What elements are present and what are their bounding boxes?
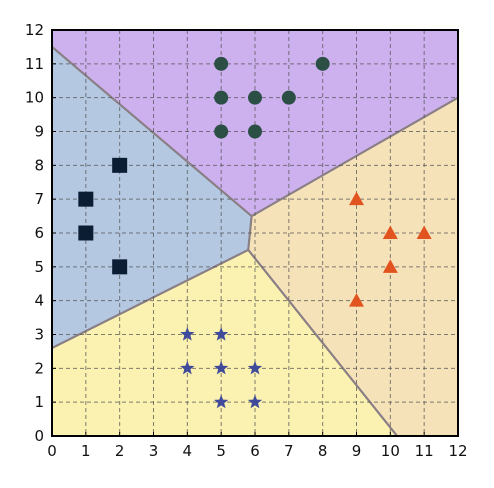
star-point: [180, 327, 195, 341]
x-tick-label: 10: [381, 442, 400, 460]
square-point: [78, 225, 94, 241]
x-tick-label: 2: [115, 442, 125, 460]
square-point: [78, 191, 94, 207]
x-tick-label: 12: [448, 442, 467, 460]
triangle-point: [349, 293, 364, 307]
star-point: [214, 394, 229, 409]
star-point: [214, 360, 229, 375]
y-tick-label: 5: [34, 258, 44, 276]
x-axis-ticks: 0 1 2 3 4 5 6 7 8 9 10 11 12: [47, 432, 468, 460]
region-star: [52, 249, 398, 436]
y-tick-label: 6: [34, 224, 44, 242]
x-tick-label: 8: [318, 442, 328, 460]
x-tick-label: 7: [284, 442, 294, 460]
data-points: [78, 56, 432, 409]
x-tick-label: 0: [47, 442, 57, 460]
y-tick-label: 4: [34, 292, 44, 310]
triangle-point: [382, 225, 398, 239]
circle-point: [214, 56, 229, 71]
y-tick-label: 7: [34, 190, 44, 208]
triangle-point: [416, 225, 432, 239]
square-point: [112, 157, 128, 173]
y-tick-label: 9: [34, 123, 44, 141]
circle-point: [315, 56, 330, 71]
circle-point: [214, 90, 229, 105]
x-tick-label: 1: [81, 442, 91, 460]
triangle-point: [382, 259, 398, 273]
square-point: [112, 259, 128, 275]
triangle-point: [349, 191, 364, 206]
x-tick-label: 4: [183, 442, 193, 460]
x-tick-label: 11: [415, 442, 434, 460]
x-tick-label: 9: [352, 442, 362, 460]
y-tick-label: 11: [25, 55, 44, 73]
circle-point: [248, 124, 262, 139]
x-tick-label: 5: [216, 442, 226, 460]
y-tick-label: 0: [34, 427, 44, 445]
y-tick-label: 10: [25, 89, 44, 107]
circle-point: [248, 90, 262, 105]
x-tick-label: 6: [250, 442, 260, 460]
star-point: [180, 360, 195, 375]
star-point: [247, 394, 263, 409]
y-tick-label: 3: [34, 326, 44, 344]
x-tick-label: 3: [149, 442, 159, 460]
circle-point: [214, 124, 229, 139]
y-tick-label: 8: [34, 156, 44, 174]
y-tick-label: 12: [25, 21, 44, 39]
star-point: [247, 360, 263, 375]
y-tick-label: 1: [34, 393, 44, 411]
star-point: [214, 327, 229, 341]
circle-point: [281, 90, 296, 105]
y-tick-label: 2: [34, 359, 44, 377]
